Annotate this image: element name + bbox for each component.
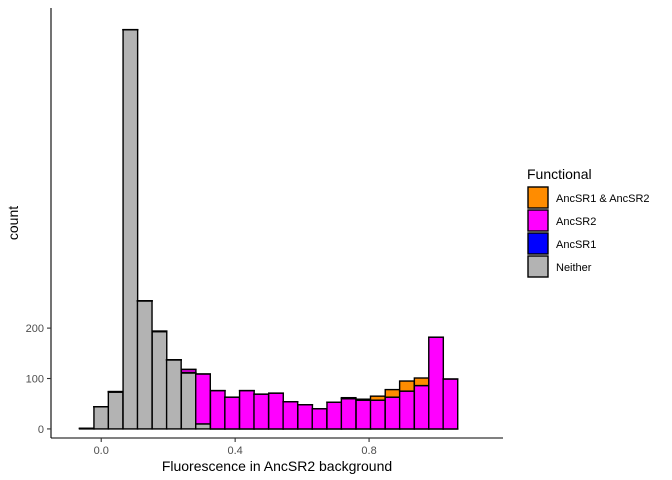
x-tick-label: 0.0 [94, 445, 109, 457]
bar-ancsr2-11 [238, 389, 255, 430]
bar-neither-4 [136, 300, 153, 430]
legend-label: AncSR1 & AncSR2 [556, 193, 650, 205]
bar-ancsr1-ancsr2-20 [369, 395, 386, 401]
bar-neither-5 [151, 330, 168, 430]
legend: Functional AncSR1 & AncSR2 AncSR2 AncSR1 Ne… [527, 166, 650, 278]
x-tick-label: 0.4 [227, 445, 242, 457]
y-tick-label: 0 [38, 424, 44, 436]
bar-neither-3 [122, 28, 139, 430]
bar-ancsr2-13 [268, 392, 284, 430]
legend-title: Functional [527, 166, 592, 182]
bar-ancsr2-22 [398, 390, 415, 430]
x-axis-title: Fluorescence in AncSR2 background [162, 458, 392, 474]
bar-ancsr1-ancsr2-18 [340, 396, 357, 400]
bar-ancsr1-ancsr2-23 [413, 377, 430, 387]
bar-ancsr2-21 [384, 396, 401, 430]
bar-neither-8 [195, 423, 211, 430]
bar-neither-1 [93, 406, 110, 430]
bar-ancsr2-25 [442, 378, 459, 430]
x-tick-label: 0.8 [361, 445, 376, 457]
y-axis-title: count [5, 206, 21, 240]
bar-ancsr1-ancsr2-22 [398, 380, 415, 392]
bar-ancsr2-19 [355, 399, 372, 430]
bar-ancsr1-ancsr2-19 [355, 398, 372, 401]
bar-ancsr2-8 [195, 373, 211, 425]
y-tick-label: 100 [26, 374, 44, 386]
bar-ancsr2-20 [369, 399, 386, 430]
bar-ancsr2-14 [282, 401, 299, 430]
legend-key [527, 232, 549, 255]
legend-key [527, 209, 549, 232]
bar-ancsr2-23 [413, 384, 430, 430]
bar-ancsr2-12 [253, 393, 270, 430]
bar-ancsr2-10 [224, 396, 241, 430]
legend-label: Neither [556, 262, 592, 274]
legend-label: AncSR2 [556, 216, 596, 228]
bar-ancsr2-15 [297, 404, 314, 430]
histogram-bars [78, 28, 459, 430]
axis-ticks: 0.0 0.4 0.8 0 100 200 [26, 323, 377, 457]
bar-ancsr2-16 [311, 408, 328, 430]
bar-ancsr2-18 [340, 397, 357, 430]
legend-key [527, 255, 549, 278]
bar-ancsr2-17 [326, 401, 343, 430]
legend-label: AncSR1 [556, 239, 596, 251]
bar-ancsr2-9 [209, 389, 226, 430]
y-tick-label: 200 [26, 323, 44, 335]
bar-ancsr1-ancsr2-21 [384, 388, 401, 398]
bar-neither-2 [107, 391, 124, 430]
bar-neither-6 [165, 359, 182, 430]
bar-ancsr2-24 [428, 336, 445, 430]
bar-neither-7 [180, 372, 197, 430]
legend-key [527, 186, 549, 209]
